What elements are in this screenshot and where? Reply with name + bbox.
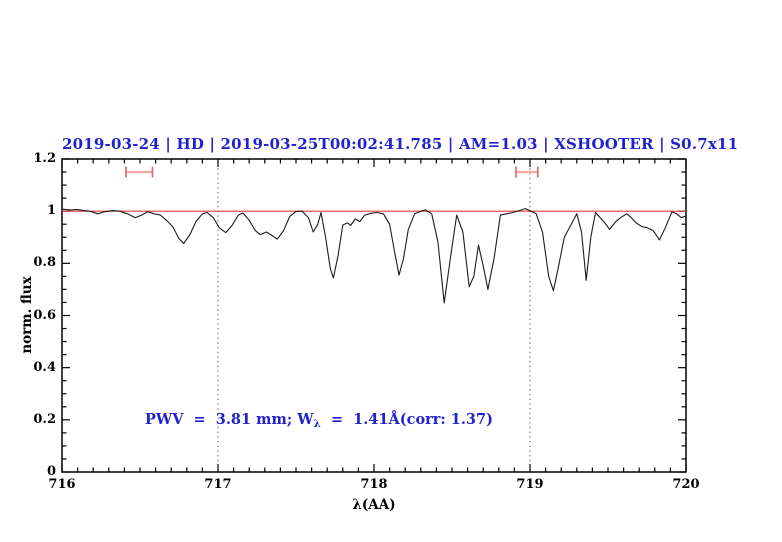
pwv-annotation: PWV = 3.81 mm; Wλ = 1.41Å(corr: 1.37) xyxy=(145,411,493,430)
pwv-annotation-text: PWV = 3.81 mm; W xyxy=(145,411,314,428)
y-tick-label: 0 xyxy=(46,464,56,479)
y-tick-label: 1.2 xyxy=(33,151,56,166)
y-tick-label: 0.2 xyxy=(33,411,56,427)
y-tick-label: 1 xyxy=(46,203,56,219)
line-region-2 xyxy=(515,166,539,178)
spectrum-line xyxy=(61,208,687,304)
pwv-annotation-text2: = 1.41Å(corr: 1.37) xyxy=(320,411,493,428)
y-tick-label: 0.4 xyxy=(33,359,56,375)
lambda-subscript: λ xyxy=(313,417,321,430)
x-tick-label: 718 xyxy=(360,477,388,492)
line-region-1 xyxy=(125,166,154,178)
plot-title: 2019-03-24 | HD | 2019-03-25T00:02:41.78… xyxy=(62,135,739,153)
x-tick-label: 717 xyxy=(204,477,232,492)
x-tick-label: 720 xyxy=(672,477,700,492)
y-tick-label: 0.6 xyxy=(33,307,56,323)
y-tick-label: 0.8 xyxy=(33,255,56,271)
x-tick-label: 716 xyxy=(48,477,76,492)
x-tick-label: 719 xyxy=(516,477,544,492)
x-axis-label: λ(AA) xyxy=(352,497,396,513)
y-axis-label: norm. flux xyxy=(19,276,35,354)
